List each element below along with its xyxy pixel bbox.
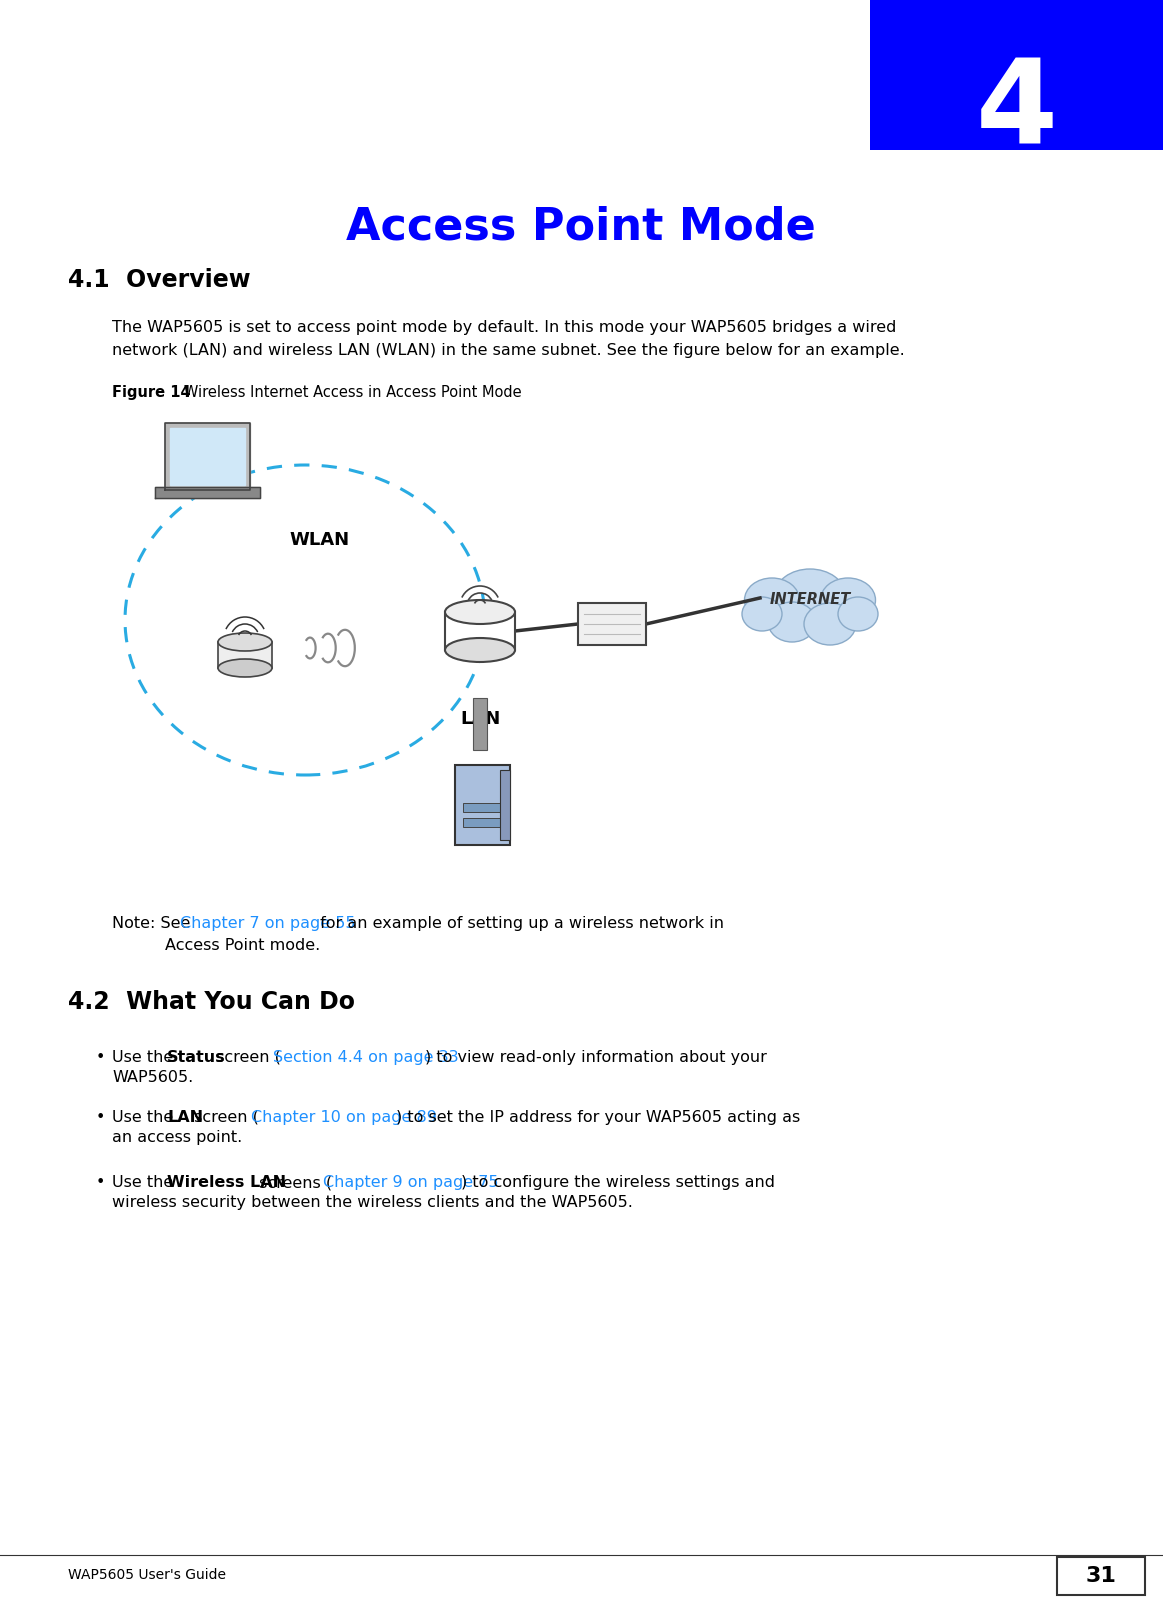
Text: Chapter 10 on page 89: Chapter 10 on page 89 — [251, 1110, 437, 1124]
Ellipse shape — [217, 632, 272, 652]
Text: 4.2  What You Can Do: 4.2 What You Can Do — [67, 990, 355, 1014]
Text: Chapter 7 on page 55: Chapter 7 on page 55 — [180, 917, 356, 931]
Text: screens (: screens ( — [255, 1175, 333, 1190]
Text: Access Point Mode: Access Point Mode — [347, 204, 816, 248]
Bar — [578, 604, 645, 645]
Bar — [1057, 1557, 1146, 1595]
Text: ) to set the IP address for your WAP5605 acting as: ) to set the IP address for your WAP5605… — [395, 1110, 800, 1124]
Text: for an example of setting up a wireless network in: for an example of setting up a wireless … — [315, 917, 725, 931]
Bar — [473, 698, 487, 751]
Text: 4.1  Overview: 4.1 Overview — [67, 268, 250, 292]
Bar — [463, 818, 502, 827]
Text: WAP5605 User's Guide: WAP5605 User's Guide — [67, 1568, 226, 1583]
Text: Wireless Internet Access in Access Point Mode: Wireless Internet Access in Access Point… — [170, 385, 522, 399]
Bar — [870, 0, 1163, 150]
Bar — [455, 765, 511, 845]
Text: Note: See: Note: See — [112, 917, 195, 931]
Ellipse shape — [768, 602, 816, 642]
Bar — [500, 770, 511, 840]
Text: WAP5605.: WAP5605. — [112, 1070, 193, 1084]
Ellipse shape — [744, 578, 799, 621]
Ellipse shape — [217, 660, 272, 677]
Text: The WAP5605 is set to access point mode by default. In this mode your WAP5605 br: The WAP5605 is set to access point mode … — [112, 319, 897, 335]
Text: ) to view read-only information about your: ) to view read-only information about yo… — [424, 1049, 766, 1065]
Bar — [463, 803, 502, 811]
Polygon shape — [170, 428, 245, 485]
Text: Use the: Use the — [112, 1175, 178, 1190]
Polygon shape — [165, 423, 250, 490]
Text: Wireless LAN: Wireless LAN — [167, 1175, 286, 1190]
Text: an access point.: an access point. — [112, 1131, 242, 1145]
Text: screen (: screen ( — [188, 1110, 259, 1124]
Polygon shape — [155, 487, 261, 498]
Bar — [445, 612, 515, 650]
Text: Status: Status — [167, 1049, 226, 1065]
Text: 31: 31 — [1085, 1567, 1116, 1586]
Ellipse shape — [445, 600, 515, 624]
Text: network (LAN) and wireless LAN (WLAN) in the same subnet. See the figure below f: network (LAN) and wireless LAN (WLAN) in… — [112, 343, 905, 358]
Text: Use the: Use the — [112, 1110, 178, 1124]
Ellipse shape — [742, 597, 782, 631]
Ellipse shape — [821, 578, 876, 621]
Text: LAN: LAN — [459, 711, 500, 728]
Text: •: • — [97, 1110, 106, 1124]
Ellipse shape — [839, 597, 878, 631]
Bar — [217, 642, 272, 668]
Text: WLAN: WLAN — [290, 530, 350, 549]
Text: •: • — [97, 1175, 106, 1190]
Text: Use the: Use the — [112, 1049, 178, 1065]
Text: ) to configure the wireless settings and: ) to configure the wireless settings and — [462, 1175, 776, 1190]
Text: 4: 4 — [976, 54, 1057, 169]
Ellipse shape — [775, 569, 846, 621]
Ellipse shape — [445, 637, 515, 663]
Ellipse shape — [804, 604, 856, 645]
Text: Figure 14: Figure 14 — [112, 385, 191, 399]
Text: wireless security between the wireless clients and the WAP5605.: wireless security between the wireless c… — [112, 1195, 633, 1211]
Text: screen (: screen ( — [211, 1049, 280, 1065]
Text: Chapter 9 on page 75: Chapter 9 on page 75 — [323, 1175, 499, 1190]
Text: Section 4.4 on page 33: Section 4.4 on page 33 — [273, 1049, 458, 1065]
Text: LAN: LAN — [167, 1110, 204, 1124]
Text: Access Point mode.: Access Point mode. — [165, 937, 320, 953]
Text: •: • — [97, 1049, 106, 1065]
Text: INTERNET: INTERNET — [770, 592, 850, 607]
